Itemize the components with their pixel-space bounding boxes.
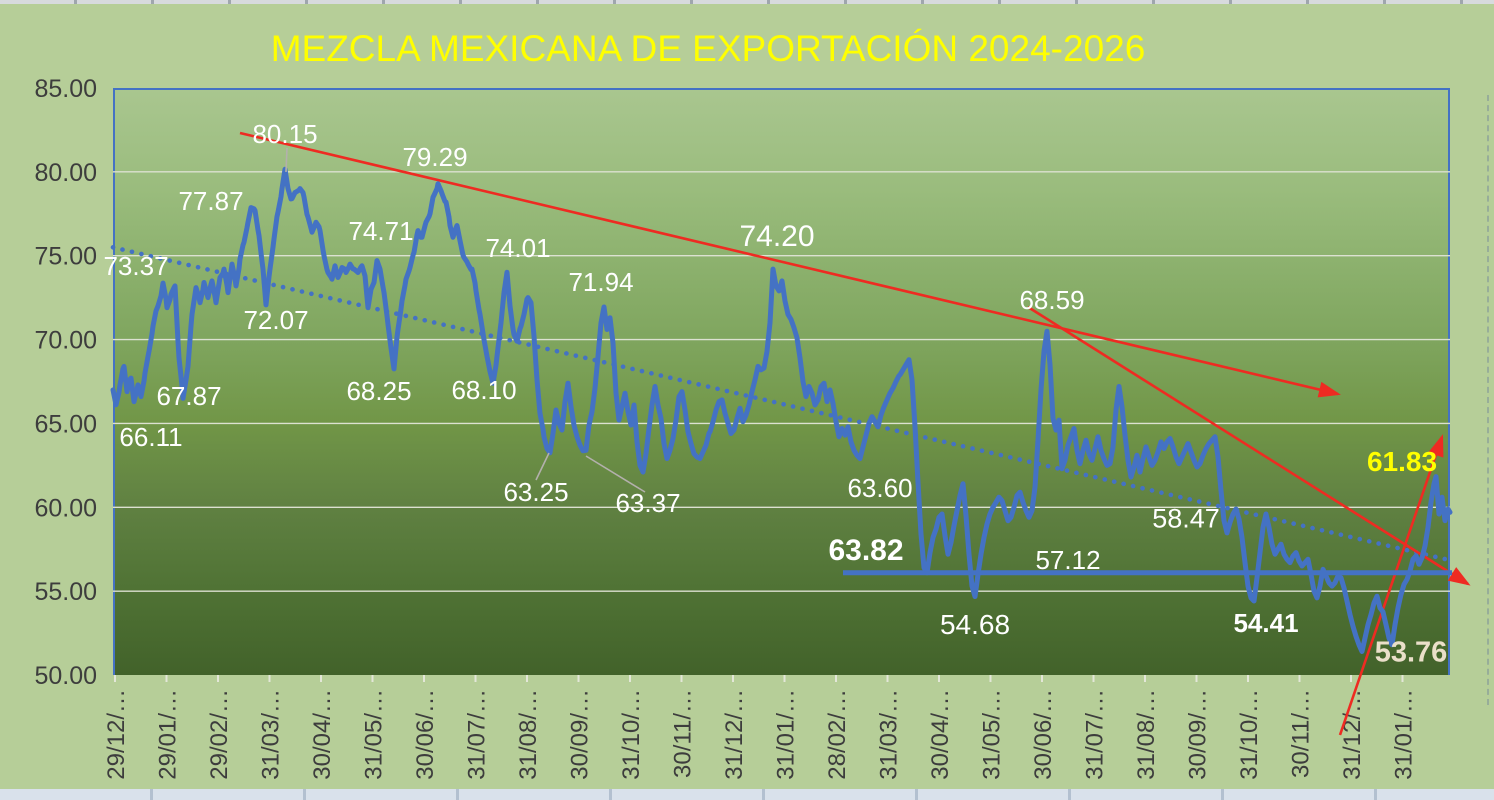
y-tick-label: 85.00 (34, 75, 97, 103)
trend-arrow (1027, 305, 1471, 586)
x-tick-label: 31/10/… (618, 689, 645, 780)
point-label: 68.59 (1019, 285, 1085, 315)
x-tick-label: 31/07/… (464, 689, 491, 780)
x-tick-label: 31/08/… (1133, 689, 1160, 780)
y-tick-label: 55.00 (34, 578, 97, 606)
point-label: 67.87 (156, 381, 222, 411)
point-label: 63.60 (847, 473, 913, 503)
x-tick-label: 31/05/… (979, 689, 1006, 780)
excel-right-edge (1487, 95, 1489, 705)
point-label: 54.68 (939, 609, 1011, 640)
point-label: 74.20 (739, 220, 815, 253)
point-label: 53.76 (1374, 636, 1448, 669)
y-tick-label: 75.00 (34, 243, 97, 271)
price-line (110, 166, 1453, 654)
point-label: 68.10 (451, 375, 517, 405)
x-tick-label: 31/12/… (1339, 689, 1366, 780)
point-label: 66.11 (119, 422, 183, 452)
point-label: 63.82 (828, 534, 904, 567)
point-label: 72.07 (243, 305, 309, 335)
chart-title: MEZCLA MEXICANA DE EXPORTACIÓN 2024-2026 (270, 28, 1146, 69)
point-label: 63.25 (503, 477, 569, 507)
trendline-dotted (110, 245, 1449, 562)
point-label: 63.37 (615, 488, 681, 518)
x-tick-label: 31/01/… (1391, 689, 1418, 780)
x-tick-label: 30/11/… (670, 689, 697, 778)
x-tick-label: 30/11/… (1288, 689, 1315, 778)
excel-top-edge (0, 0, 1494, 4)
label-leader-line (535, 452, 550, 481)
trend-arrow (1338, 434, 1444, 736)
excel-bottom-edge (0, 789, 1494, 800)
x-tick-label: 31/01/… (773, 689, 800, 780)
plot-area (113, 88, 1450, 675)
label-leader-line (585, 455, 646, 493)
x-tick-label: 31/07/… (1082, 689, 1109, 780)
point-label: 58.47 (1152, 503, 1220, 534)
point-label: 54.41 (1233, 608, 1299, 638)
point-label: 79.29 (402, 142, 468, 172)
point-label: 74.71 (348, 216, 414, 246)
y-tick-label: 60.00 (34, 494, 97, 522)
x-tick-label: 31/05/… (361, 689, 388, 780)
y-tick-label: 80.00 (34, 159, 97, 187)
point-label: 71.94 (568, 267, 634, 297)
x-tick-label: 31/03/… (258, 689, 285, 780)
point-label: 74.01 (485, 233, 551, 263)
trend-arrow (239, 131, 1341, 398)
x-tick-label: 30/06/… (412, 689, 439, 780)
x-tick-label: 29/12/… (103, 689, 130, 780)
point-label: 68.25 (346, 376, 412, 406)
point-label: 73.37 (103, 251, 169, 281)
x-tick-label: 31/03/… (876, 689, 903, 780)
point-label: 57.12 (1035, 545, 1101, 575)
y-tick-label: 50.00 (34, 662, 97, 690)
x-tick-label: 29/01/… (155, 689, 182, 780)
point-label: 61.83 (1366, 446, 1438, 477)
x-tick-label: 30/09/… (567, 689, 594, 780)
label-leader-line (285, 147, 288, 173)
point-label: 80.15 (252, 119, 318, 149)
x-tick-label: 31/10/… (1236, 689, 1263, 780)
x-tick-label: 30/06/… (1030, 689, 1057, 780)
x-tick-label: 29/02/… (206, 689, 233, 780)
y-tick-label: 65.00 (34, 410, 97, 438)
x-tick-label: 30/09/… (1185, 689, 1212, 780)
x-tick-label: 30/04/… (309, 689, 336, 780)
x-tick-label: 28/02/… (824, 689, 851, 780)
x-tick-label: 30/04/… (927, 689, 954, 780)
x-tick-label: 31/08/… (515, 689, 542, 780)
point-label: 77.87 (178, 186, 244, 216)
y-tick-label: 70.00 (34, 327, 97, 355)
x-tick-label: 31/12/… (721, 689, 748, 780)
